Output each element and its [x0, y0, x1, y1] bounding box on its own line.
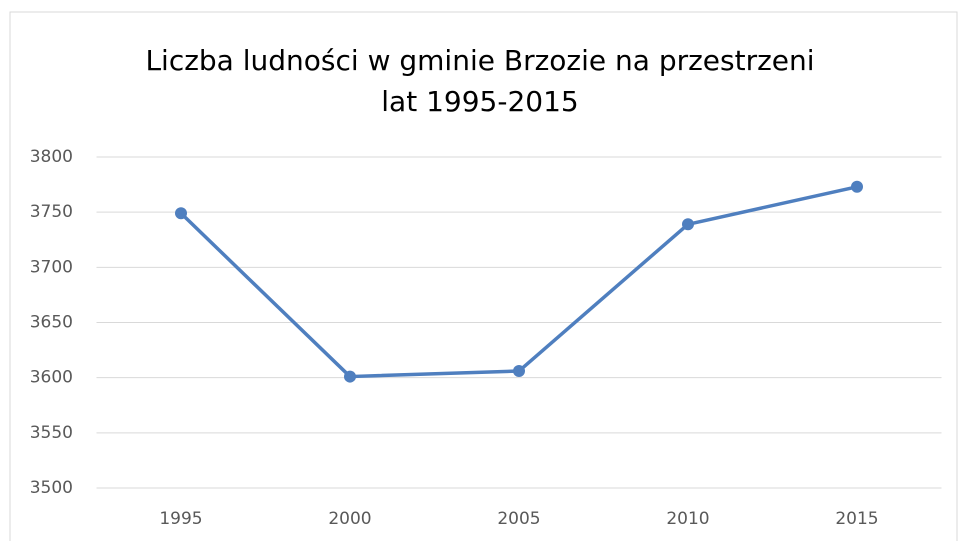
data-point	[344, 370, 356, 383]
x-tick-label: 2005	[497, 509, 540, 529]
y-tick-label: 3700	[30, 257, 73, 277]
y-tick-label: 3650	[30, 313, 73, 333]
y-tick-label: 3550	[30, 423, 73, 443]
chart-title: Liczba ludności w gminie Brzozie na prze…	[145, 44, 814, 77]
x-tick-label: 2015	[835, 509, 878, 529]
x-tick-label: 2010	[666, 509, 709, 529]
data-point	[851, 180, 863, 193]
y-tick-label: 3600	[30, 368, 73, 388]
y-tick-label: 3800	[30, 147, 73, 167]
data-point	[513, 365, 525, 378]
data-point	[682, 218, 694, 231]
y-tick-label: 3500	[30, 478, 73, 498]
chart-border	[9, 11, 958, 541]
x-tick-label: 1995	[159, 509, 202, 529]
data-point	[175, 207, 187, 220]
y-tick-label: 3750	[30, 202, 73, 222]
chart-title: lat 1995-2015	[381, 85, 578, 118]
x-tick-label: 2000	[328, 509, 371, 529]
